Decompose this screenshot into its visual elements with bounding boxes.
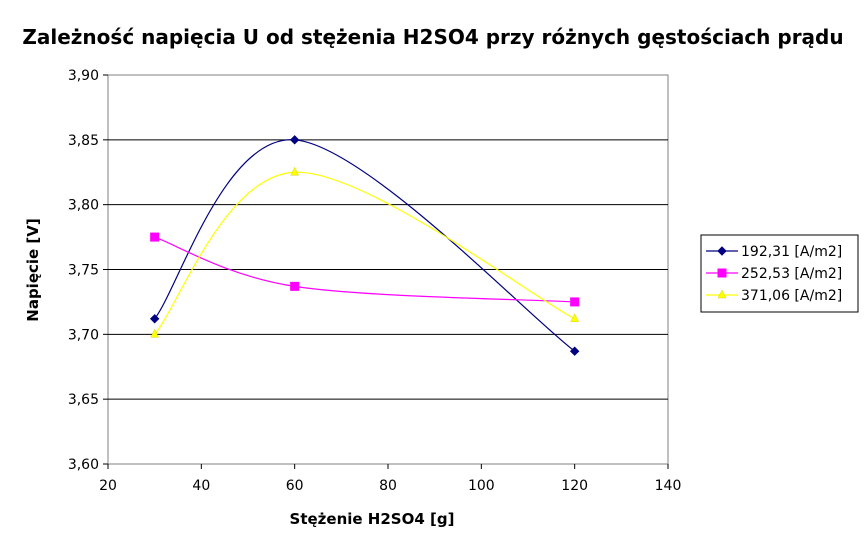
x-tick-label: 60 (286, 478, 304, 494)
series-line (154, 236, 575, 303)
x-tick-label: 40 (192, 478, 210, 494)
y-tick-label: 3,75 (68, 263, 99, 279)
legend-label: 371,06 [A/m2] (741, 288, 842, 304)
y-tick-label: 3,80 (68, 198, 99, 214)
legend: 192,31 [A/m2] 252,53 [A/m2] 371,06 [A/m2] (700, 234, 859, 313)
legend-item: 192,31 [A/m2] (706, 244, 842, 260)
legend-item: 371,06 [A/m2] (706, 288, 842, 304)
x-axis-ticks: 20 40 60 80 100 120 140 (99, 464, 681, 494)
y-tick-label: 3,60 (68, 457, 99, 473)
series-1 (149, 135, 580, 356)
legend-marker (717, 246, 727, 256)
x-tick-label: 120 (561, 478, 588, 494)
data-point (289, 135, 300, 145)
series-3 (150, 166, 579, 338)
legend-marker (717, 268, 727, 278)
data-point (150, 232, 160, 242)
legend-item: 252,53 [A/m2] (706, 266, 842, 282)
gridlines (108, 139, 668, 400)
x-tick-label: 20 (99, 478, 117, 494)
x-axis-label: Stężenie H2SO4 [g] (290, 510, 455, 528)
data-point (569, 346, 580, 356)
y-tick-label: 3,85 (68, 133, 99, 149)
data-point (149, 314, 160, 324)
y-axis-ticks: 3,60 3,65 3,70 3,75 3,80 3,85 3,90 (68, 68, 108, 473)
y-tick-label: 3,70 (68, 327, 99, 343)
data-point (150, 328, 159, 338)
series-line (154, 139, 576, 352)
x-tick-label: 100 (468, 478, 495, 494)
y-tick-label: 3,90 (68, 68, 99, 84)
y-tick-label: 3,65 (68, 392, 99, 408)
legend-label: 252,53 [A/m2] (741, 266, 842, 282)
x-tick-label: 80 (379, 478, 397, 494)
x-tick-label: 140 (655, 478, 682, 494)
series-line (154, 171, 575, 335)
series-group (149, 135, 580, 356)
chart-title: Zależność napięcia U od stężenia H2SO4 p… (22, 25, 843, 49)
series-2 (150, 232, 580, 307)
y-axis-label: Napięcie [V] (24, 218, 42, 321)
legend-marker (717, 289, 727, 299)
data-point (290, 166, 299, 176)
legend-label: 192,31 [A/m2] (741, 244, 842, 260)
data-point (570, 297, 580, 307)
data-point (290, 281, 300, 291)
data-point (570, 313, 579, 322)
